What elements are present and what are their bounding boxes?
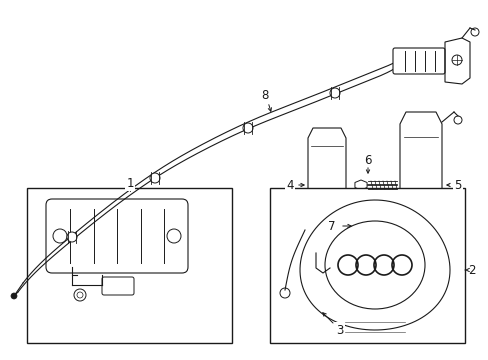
FancyBboxPatch shape [102,277,134,295]
Ellipse shape [325,221,424,309]
Text: 4: 4 [285,179,293,192]
Bar [27,188,231,343]
Text: 2: 2 [468,264,475,276]
Circle shape [11,293,17,299]
Circle shape [280,288,289,298]
Bar [358,221,382,231]
Circle shape [77,292,83,298]
Text: 3: 3 [336,324,343,337]
Circle shape [453,116,461,124]
Circle shape [167,229,181,243]
Text: 6: 6 [364,153,371,166]
FancyBboxPatch shape [392,48,444,74]
Circle shape [329,88,339,98]
Text: 5: 5 [453,179,461,192]
Circle shape [53,229,67,243]
Bar [409,220,429,234]
Bar [269,188,464,343]
Text: 7: 7 [327,220,335,233]
Bar [354,218,386,234]
Circle shape [451,55,461,65]
Polygon shape [300,200,449,330]
Circle shape [150,173,160,183]
Text: 8: 8 [261,89,268,102]
Circle shape [470,28,478,36]
Circle shape [243,123,252,133]
Circle shape [67,232,77,242]
FancyBboxPatch shape [46,199,187,273]
Polygon shape [354,180,366,190]
Text: 1: 1 [126,176,134,189]
Circle shape [74,289,86,301]
